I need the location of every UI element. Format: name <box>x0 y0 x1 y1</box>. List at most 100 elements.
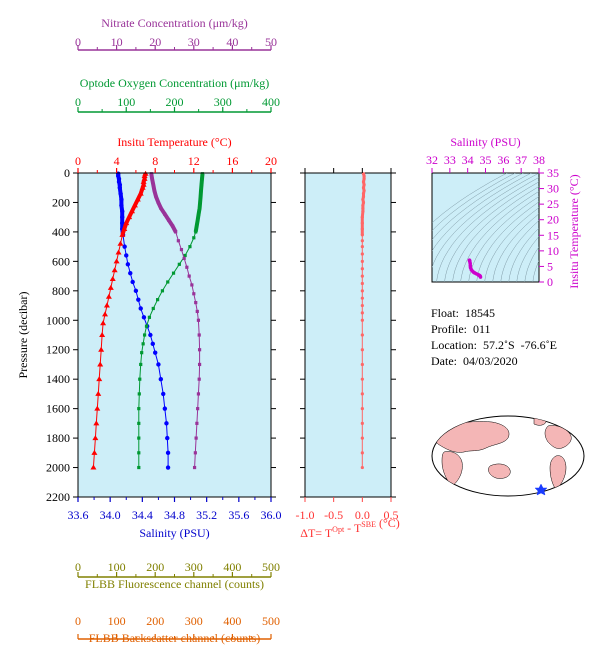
ts-plot-area <box>431 172 540 283</box>
data-point <box>150 177 154 181</box>
x-tick-label: 33.6 <box>68 508 89 522</box>
data-point <box>153 350 158 355</box>
data-point <box>170 224 175 228</box>
data-point <box>115 249 122 255</box>
ts-title: Salinity (PSU) <box>450 135 520 149</box>
data-point <box>137 392 141 396</box>
data-point <box>193 451 197 455</box>
y-axis-label: Pressure (decibar) <box>16 292 30 379</box>
data-point <box>197 206 202 210</box>
ts-x-tick-label: 34 <box>462 153 474 167</box>
ts-y-tick-label: 20 <box>547 213 559 227</box>
dt-point <box>360 451 364 455</box>
data-point <box>171 271 176 275</box>
x-tick-label: 100 <box>108 614 126 628</box>
data-point <box>152 189 157 193</box>
dt-point <box>360 274 364 278</box>
ts-x-tick-label: 33 <box>444 153 456 167</box>
data-point <box>174 230 178 234</box>
dt-point <box>360 296 364 300</box>
x-tick-label: 200 <box>146 560 164 574</box>
axis-title: Insitu Temperature (°C) <box>117 135 231 149</box>
dt-label-part: ΔT= T <box>300 526 333 540</box>
isopycnal <box>432 173 539 268</box>
data-point <box>151 183 155 187</box>
data-point <box>105 293 112 299</box>
ts-x-tick-label: 32 <box>426 153 438 167</box>
delta-t-plot-area <box>304 172 392 498</box>
data-point <box>166 280 170 284</box>
dt-point <box>360 421 364 425</box>
data-point <box>197 212 201 216</box>
data-point <box>161 391 166 397</box>
axis-2: 0 100 200 300 400 Optode Oxygen Concentration… <box>75 76 280 113</box>
x-tick-label: 34.0 <box>100 508 121 522</box>
data-point <box>137 451 141 455</box>
data-point <box>138 377 142 381</box>
data-point <box>139 184 146 190</box>
data-point <box>92 435 99 441</box>
data-point <box>129 208 136 214</box>
dt-point <box>360 215 364 219</box>
dt-point <box>360 252 364 256</box>
data-point <box>94 405 101 411</box>
dt-point <box>360 436 364 440</box>
data-point <box>98 346 105 352</box>
isopycnal <box>516 236 539 282</box>
data-point <box>198 194 203 199</box>
data-point <box>164 421 169 426</box>
ts-point <box>478 275 483 279</box>
dt-point <box>361 186 366 190</box>
dt-label-part: - T <box>344 521 362 535</box>
x-tick-label: 400 <box>223 614 241 628</box>
x-tick-label: 30 <box>188 35 200 49</box>
data-point <box>149 172 153 176</box>
main-profile-chart: 0200400600800100012001400160018002000220… <box>16 16 396 645</box>
isopycnal <box>452 186 539 282</box>
data-point <box>182 256 186 261</box>
dt-point <box>360 318 364 322</box>
dt-point <box>360 239 364 243</box>
axis-title: Optode Oxygen Concentration (μm/kg) <box>80 76 269 90</box>
isopycnal <box>432 173 508 224</box>
data-point <box>196 392 201 396</box>
data-point <box>197 333 201 337</box>
data-point <box>176 239 180 243</box>
data-point <box>188 245 192 249</box>
dt-x-tick-label: -1.0 <box>296 508 315 522</box>
data-point <box>194 436 198 440</box>
dt-point <box>360 221 364 225</box>
data-point <box>195 309 199 314</box>
data-point <box>165 450 171 456</box>
x-tick-label: 16 <box>226 154 238 168</box>
axis-title: Nitrate Concentration (μm/kg) <box>101 16 247 30</box>
x-tick-label: 0 <box>75 560 81 574</box>
isopycnal <box>460 191 539 282</box>
isopycnal <box>432 173 524 241</box>
x-tick-label: 10 <box>111 35 123 49</box>
isopycnal <box>492 213 539 282</box>
dt-x-tick-label: 0.0 <box>355 508 370 522</box>
ts-y-tick-label: 30 <box>547 182 559 196</box>
x-tick-label: 200 <box>166 95 184 109</box>
data-point <box>125 262 131 267</box>
data-point <box>97 361 104 367</box>
isopycnal <box>524 246 539 282</box>
y-tick-label: 600 <box>52 254 70 268</box>
y-tick-label: 800 <box>52 284 70 298</box>
data-point <box>117 185 123 190</box>
data-point <box>120 209 125 214</box>
data-point <box>185 265 189 269</box>
data-point <box>158 376 164 382</box>
data-point <box>123 220 130 226</box>
dt-point <box>362 183 366 187</box>
delta-t-chart: -1.0 -0.5 0.0 0.5ΔT= TOpt - TSBE (°C) <box>296 168 400 540</box>
isopycnal <box>476 201 539 282</box>
data-point <box>103 302 110 308</box>
data-point <box>137 190 144 196</box>
ts-y-tick-label: 35 <box>547 166 559 180</box>
dt-point <box>360 245 364 249</box>
data-point <box>165 465 171 470</box>
ts-y-tick-label: 25 <box>547 197 559 211</box>
x-tick-label: 35.6 <box>228 508 249 522</box>
